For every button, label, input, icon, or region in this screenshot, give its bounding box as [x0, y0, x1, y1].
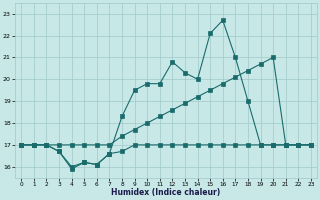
X-axis label: Humidex (Indice chaleur): Humidex (Indice chaleur) — [111, 188, 221, 197]
